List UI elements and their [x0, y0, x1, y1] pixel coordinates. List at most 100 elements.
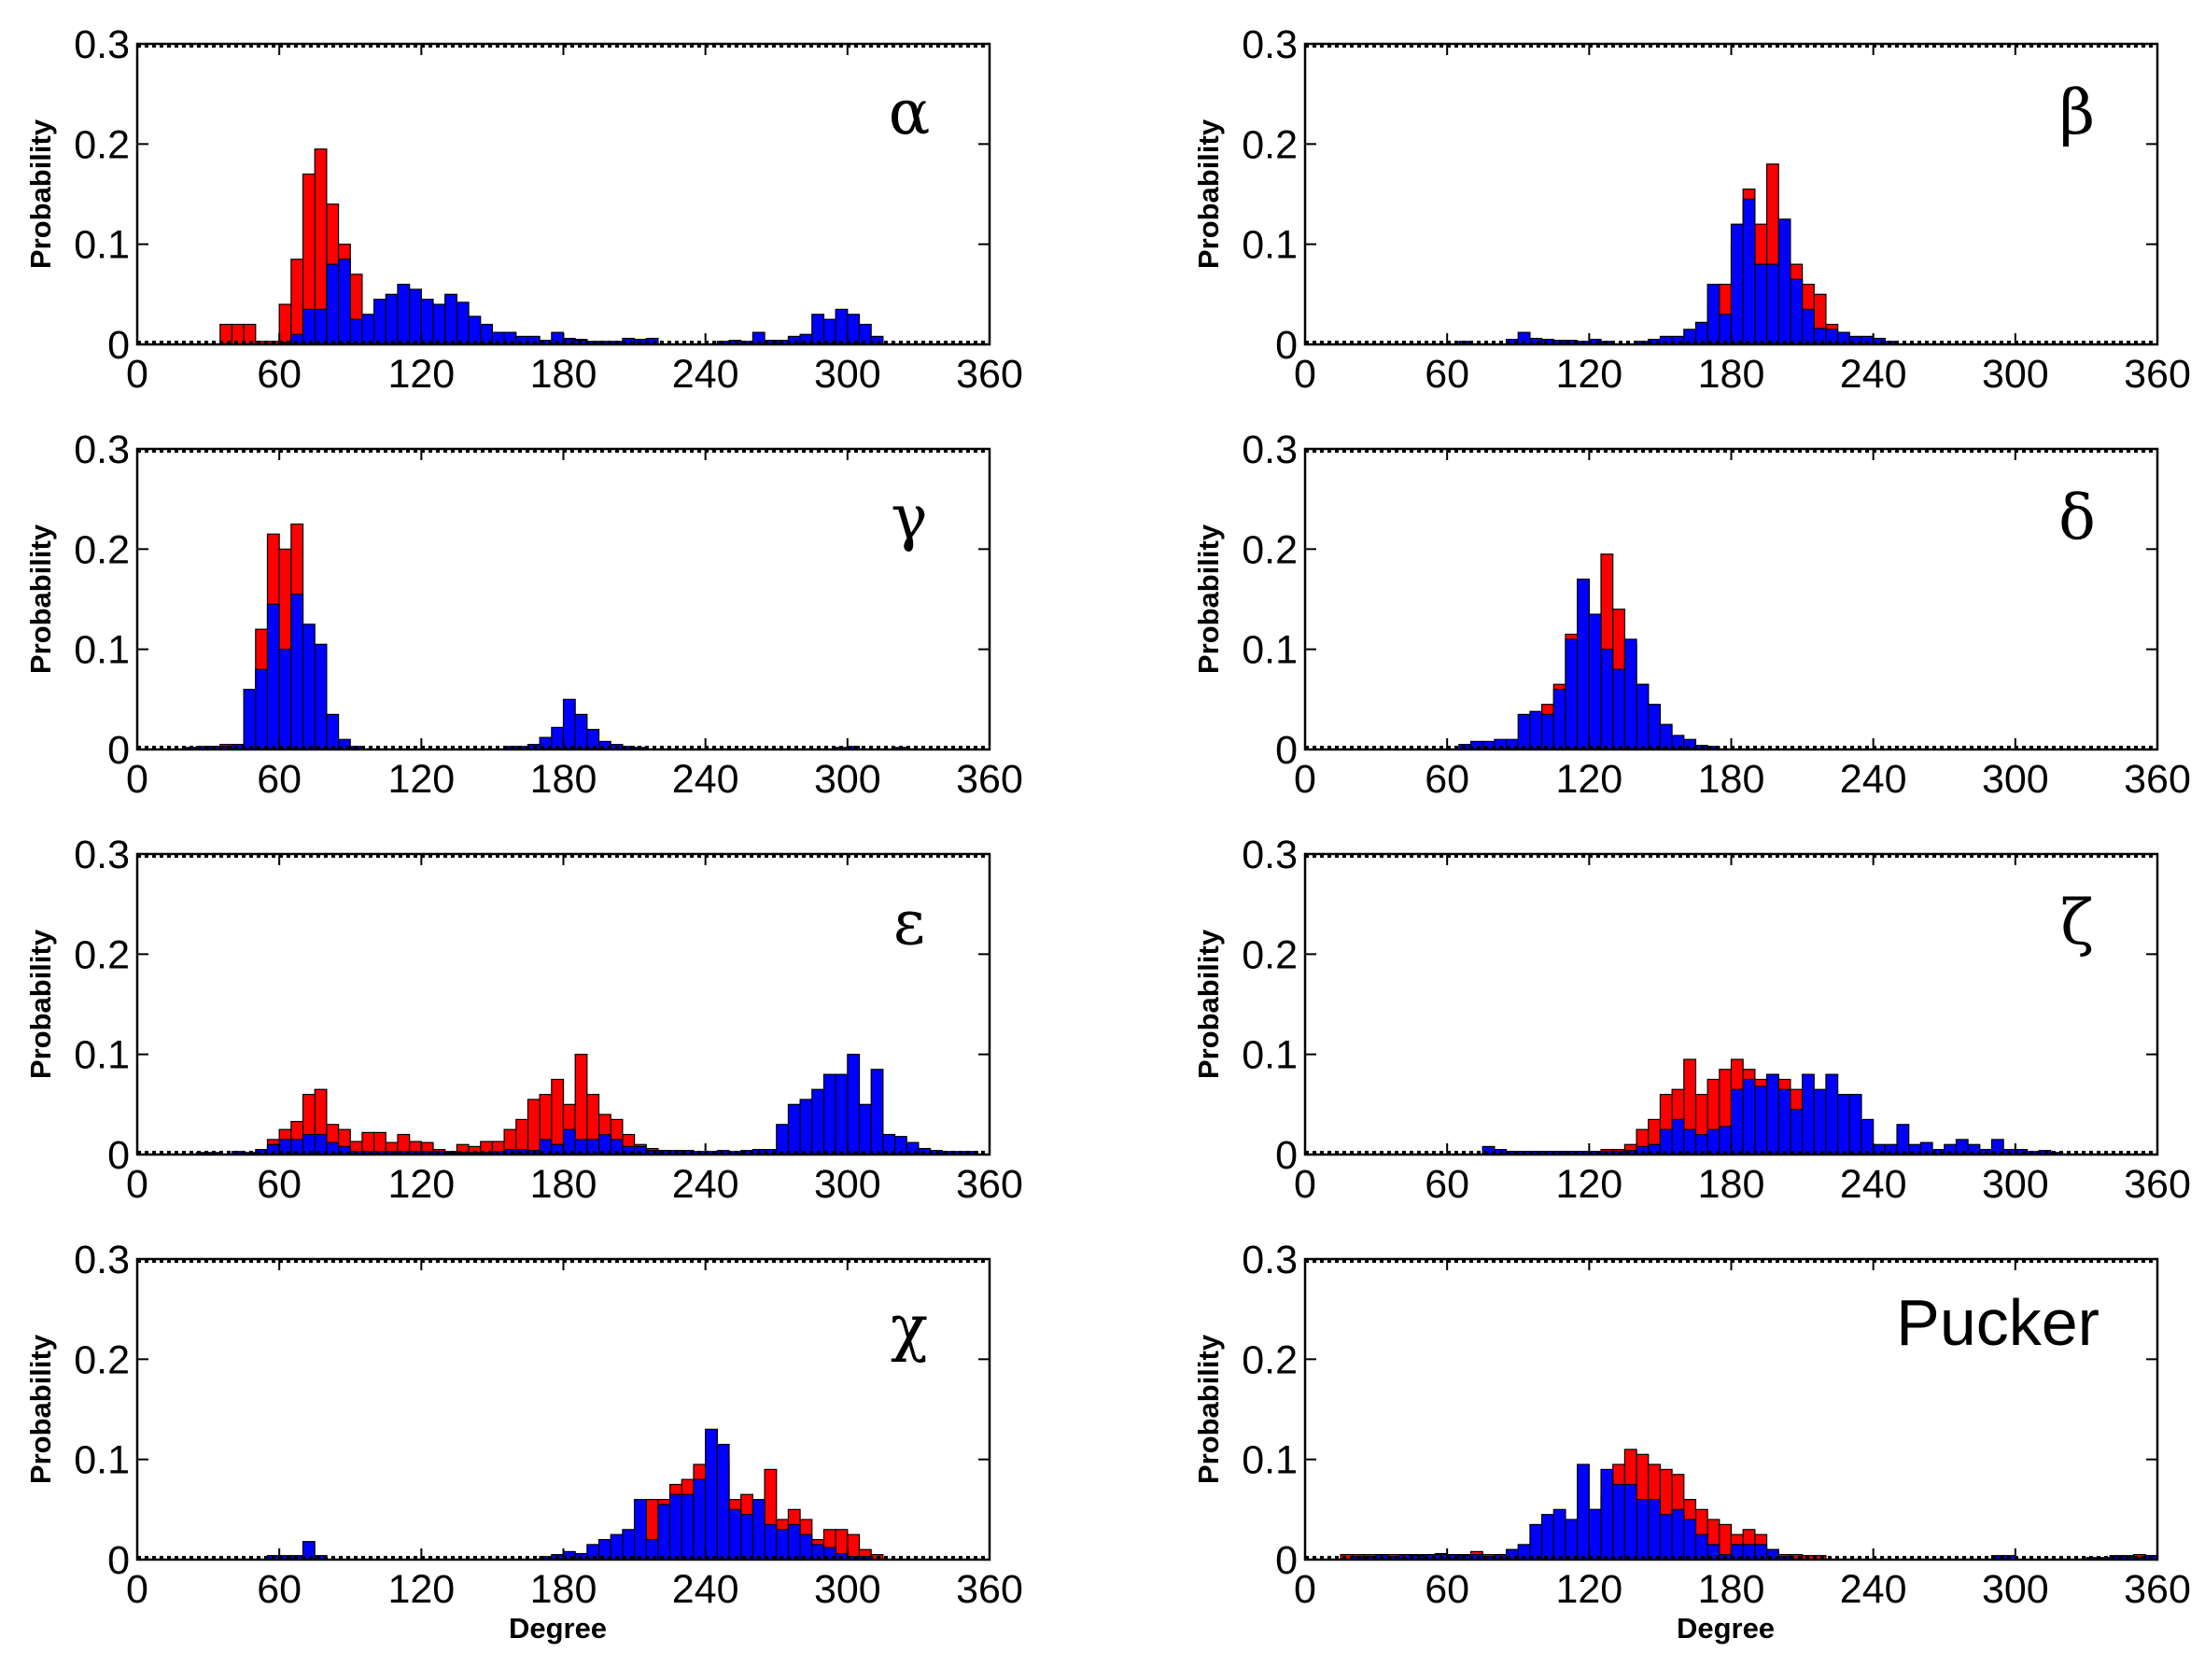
histogram-panel-alpha: 0 60 120 180 240 300 360 0 0.1 0.2 0.3 Probability α — [24, 22, 1023, 397]
x-tick-label-60: 60 — [1425, 352, 1469, 397]
y-tick-label-0.1: 0.1 — [1242, 1438, 1298, 1483]
bar-blue-195 — [1765, 1073, 1779, 1155]
series-blue — [266, 1428, 872, 1561]
x-tick-label-300: 300 — [1982, 352, 2049, 397]
y-tick-label-0.1: 0.1 — [1242, 628, 1298, 673]
bar-blue-100 — [1541, 713, 1554, 750]
x-tick-label-60: 60 — [257, 1162, 302, 1207]
y-tick-label-0: 0 — [107, 1538, 130, 1583]
panel-label: γ — [891, 482, 927, 553]
bar-blue-110 — [1565, 1519, 1579, 1561]
x-tick-label-120: 120 — [387, 1162, 455, 1207]
y-axis-title: Probability — [1192, 929, 1225, 1079]
bar-red-175 — [551, 1078, 565, 1155]
bar-blue-200 — [610, 1533, 624, 1561]
bar-blue-60 — [278, 649, 292, 750]
bar-blue-70 — [302, 623, 316, 750]
y-tick-label-0.1: 0.1 — [74, 223, 130, 268]
x-tick-label-180: 180 — [1698, 757, 1765, 802]
x-tick-label-240: 240 — [1840, 1162, 1907, 1207]
bar-blue-105 — [1552, 688, 1566, 750]
bar-blue-135 — [1623, 638, 1637, 750]
x-tick-label-120: 120 — [387, 1567, 455, 1612]
x-tick-label-120: 120 — [1555, 1567, 1622, 1612]
x-tick-label-120: 120 — [387, 352, 455, 397]
bar-blue-150 — [1659, 1514, 1673, 1561]
bar-blue-275 — [787, 1103, 801, 1155]
bar-blue-120 — [420, 299, 434, 345]
y-tick-label-0: 0 — [1275, 1133, 1298, 1178]
y-tick-label-0.2: 0.2 — [1242, 1337, 1298, 1382]
bar-blue-170 — [1706, 1128, 1720, 1155]
x-tick-label-360: 360 — [956, 1567, 1023, 1612]
x-tick-label-0: 0 — [1294, 757, 1316, 802]
bar-blue-195 — [1765, 263, 1779, 345]
bar-blue-105 — [385, 293, 399, 345]
bar-blue-295 — [835, 1073, 849, 1155]
bar-blue-90 — [349, 318, 363, 345]
y-tick-label-0.3: 0.3 — [74, 1238, 130, 1282]
bar-blue-95 — [361, 314, 375, 345]
y-tick-label-0.3: 0.3 — [1242, 22, 1298, 67]
x-tick-label-60: 60 — [257, 757, 302, 802]
x-tick-label-300: 300 — [814, 352, 881, 397]
x-tick-label-180: 180 — [1698, 1162, 1765, 1207]
bar-blue-245 — [716, 1443, 730, 1561]
series-blue — [1458, 578, 1720, 750]
plot-area — [1305, 1259, 2157, 1560]
bar-blue-55 — [266, 603, 280, 750]
bar-blue-135 — [1623, 1483, 1637, 1561]
x-tick-label-0: 0 — [1294, 352, 1316, 397]
bar-blue-285 — [811, 314, 825, 345]
x-tick-label-360: 360 — [2124, 757, 2191, 802]
x-tick-label-300: 300 — [1982, 1567, 2049, 1612]
bar-blue-125 — [1600, 1468, 1614, 1561]
bar-blue-275 — [787, 1523, 801, 1561]
x-tick-label-60: 60 — [1425, 1162, 1469, 1207]
x-tick-label-120: 120 — [1555, 352, 1622, 397]
panel-label: δ — [2058, 482, 2096, 553]
bar-blue-150 — [1659, 1128, 1673, 1155]
y-tick-label-0.3: 0.3 — [1242, 427, 1298, 472]
x-tick-label-180: 180 — [530, 352, 597, 397]
bar-blue-95 — [1529, 1523, 1543, 1561]
bar-red-165 — [527, 1099, 541, 1155]
y-tick-label-0.3: 0.3 — [74, 833, 130, 877]
y-tick-label-0.3: 0.3 — [74, 22, 130, 67]
x-tick-label-300: 300 — [1982, 757, 2049, 802]
histogram-panel-zeta: 0 60 120 180 240 300 360 0 0.1 0.2 0.3 Probability ζ — [1192, 833, 2191, 1207]
y-tick-label-0: 0 — [107, 728, 130, 773]
bar-blue-90 — [1517, 713, 1531, 750]
y-tick-label-0: 0 — [1275, 1538, 1298, 1583]
bar-blue-180 — [1730, 223, 1744, 345]
bar-blue-210 — [1801, 308, 1815, 345]
y-tick-label-0.3: 0.3 — [74, 427, 130, 472]
x-tick-label-120: 120 — [387, 757, 455, 802]
bar-blue-300 — [847, 314, 861, 345]
y-tick-label-0.1: 0.1 — [74, 1438, 130, 1483]
bar-blue-155 — [1671, 1508, 1685, 1561]
bar-blue-280 — [799, 1533, 813, 1561]
bar-blue-120 — [1588, 1508, 1602, 1561]
y-axis-title: Probability — [24, 929, 57, 1079]
y-tick-label-0: 0 — [107, 1133, 130, 1178]
panels-group: 0 60 120 180 240 300 360 0 0.1 0.2 0.3 Probability α… — [24, 22, 2191, 1645]
x-tick-label-240: 240 — [672, 352, 739, 397]
y-tick-label-0.2: 0.2 — [74, 1337, 130, 1382]
bar-blue-140 — [1636, 683, 1650, 750]
bar-blue-180 — [562, 1128, 576, 1155]
x-tick-label-0: 0 — [1294, 1162, 1316, 1207]
bar-blue-125 — [1600, 649, 1614, 750]
bar-blue-100 — [373, 299, 386, 345]
y-tick-label-0.2: 0.2 — [74, 527, 130, 572]
y-tick-label-0: 0 — [1275, 728, 1298, 773]
y-tick-label-0.1: 0.1 — [1242, 223, 1298, 268]
y-tick-label-0.2: 0.2 — [74, 932, 130, 977]
bar-blue-120 — [1588, 613, 1602, 750]
bar-blue-70 — [302, 308, 316, 345]
y-tick-label-0.1: 0.1 — [1242, 1033, 1298, 1078]
bar-blue-225 — [669, 1493, 682, 1561]
bar-blue-235 — [1861, 1118, 1875, 1155]
bar-blue-95 — [1529, 710, 1543, 750]
bar-blue-140 — [468, 315, 482, 345]
